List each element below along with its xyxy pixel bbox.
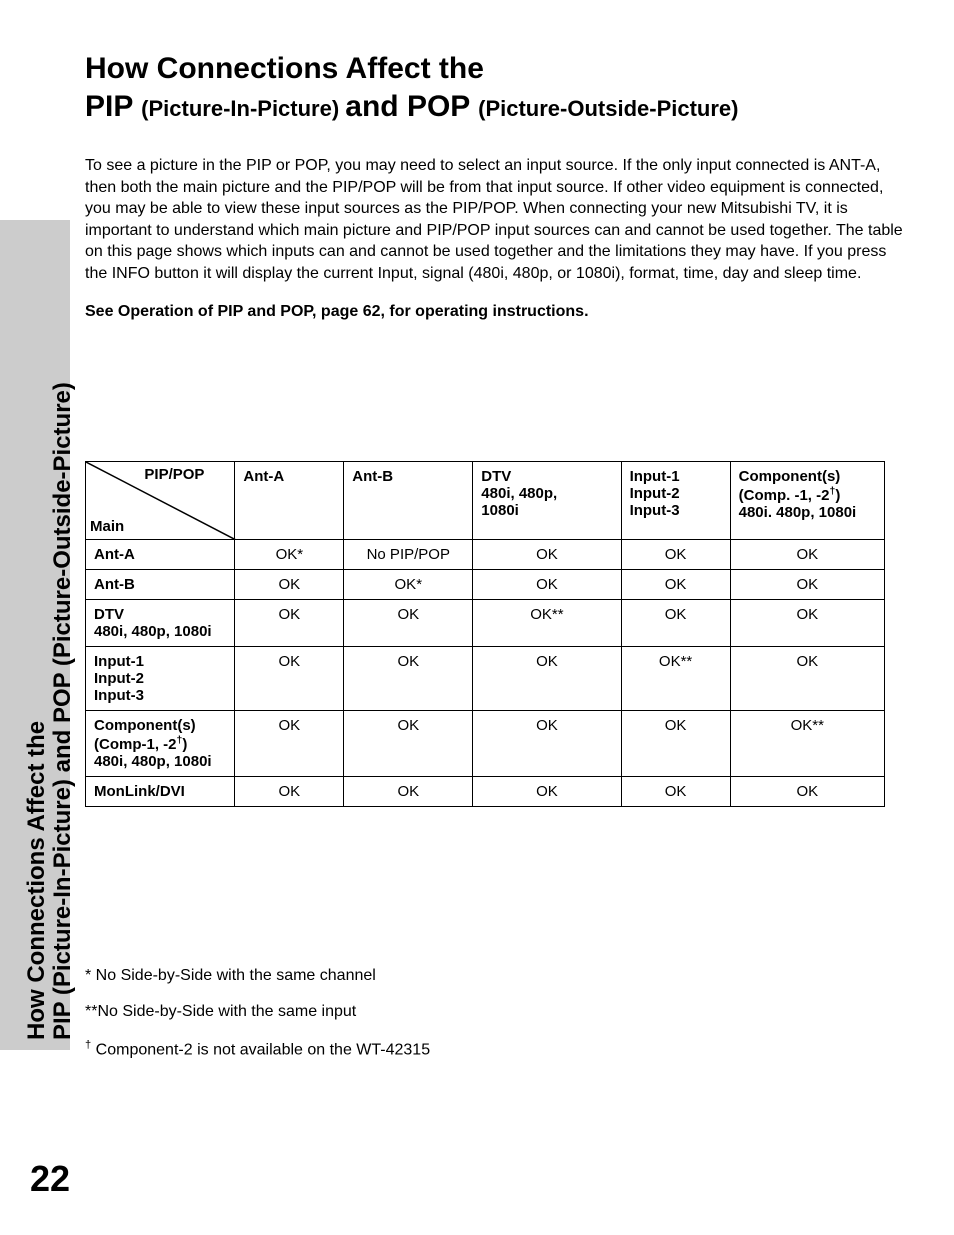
- table-body: Ant-AOK*No PIP/POPOKOKOKAnt-BOKOK*OKOKOK…: [86, 539, 885, 806]
- table-row: Component(s)(Comp-1, -2†)480i, 480p, 108…: [86, 710, 885, 776]
- table-cell: OK: [235, 646, 344, 710]
- table-cell: OK: [235, 569, 344, 599]
- table-cell: OK: [473, 646, 621, 710]
- table-cell: OK: [344, 646, 473, 710]
- table-cell: OK: [235, 776, 344, 806]
- footnote-2: **No Side-by-Side with the same input: [85, 1003, 905, 1021]
- corner-top-label: PIP/POP: [144, 466, 204, 483]
- intro-paragraph: To see a picture in the PIP or POP, you …: [85, 155, 905, 285]
- footnote-3: † Component-2 is not available on the WT…: [85, 1039, 905, 1059]
- table-cell: OK: [730, 646, 884, 710]
- col-header: Input-1Input-2Input-3: [621, 461, 730, 539]
- title-pop: and POP: [345, 90, 478, 123]
- side-tab-line2: PIP (Picture-In-Picture) and POP (Pictur…: [49, 382, 76, 1040]
- col-header: DTV480i, 480p,1080i: [473, 461, 621, 539]
- side-tab: How Connections Affect the PIP (Picture-…: [0, 220, 70, 1050]
- table-cell: OK: [730, 569, 884, 599]
- side-tab-text: How Connections Affect the PIP (Picture-…: [24, 220, 77, 1040]
- corner-bottom-label: Main: [90, 518, 124, 535]
- row-header: Input-1Input-2Input-3: [86, 646, 235, 710]
- page-content: How Connections Affect the PIP (Picture-…: [85, 50, 905, 1077]
- table-cell: OK*: [235, 539, 344, 569]
- table-cell: OK: [730, 776, 884, 806]
- col-header: Component(s)(Comp. -1, -2†)480i. 480p, 1…: [730, 461, 884, 539]
- table-row: DTV480i, 480p, 1080iOKOKOK**OKOK: [86, 599, 885, 646]
- table-cell: OK: [730, 539, 884, 569]
- table-cell: OK**: [621, 646, 730, 710]
- table-cell: OK: [344, 710, 473, 776]
- table-row: Ant-AOK*No PIP/POPOKOKOK: [86, 539, 885, 569]
- compatibility-table: PIP/POP Main Ant-A Ant-B DTV480i, 480p,1…: [85, 461, 885, 807]
- row-header: Ant-B: [86, 569, 235, 599]
- footnotes: * No Side-by-Side with the same channel …: [85, 967, 905, 1059]
- row-header: Ant-A: [86, 539, 235, 569]
- table-cell: OK: [344, 599, 473, 646]
- table-row: MonLink/DVIOKOKOKOKOK: [86, 776, 885, 806]
- table-cell: OK: [730, 599, 884, 646]
- table-header-row: PIP/POP Main Ant-A Ant-B DTV480i, 480p,1…: [86, 461, 885, 539]
- table-corner-cell: PIP/POP Main: [86, 461, 235, 539]
- row-header: DTV480i, 480p, 1080i: [86, 599, 235, 646]
- row-header: Component(s)(Comp-1, -2†)480i, 480p, 108…: [86, 710, 235, 776]
- table-cell: OK: [235, 599, 344, 646]
- table-cell: OK**: [730, 710, 884, 776]
- table-cell: OK: [621, 539, 730, 569]
- page-title: How Connections Affect the PIP (Picture-…: [85, 50, 905, 125]
- table-row: Ant-BOKOK*OKOKOK: [86, 569, 885, 599]
- table-cell: OK: [621, 599, 730, 646]
- table-cell: OK: [621, 776, 730, 806]
- table-cell: No PIP/POP: [344, 539, 473, 569]
- page-number: 22: [30, 1158, 70, 1200]
- title-pip-sub: (Picture-In-Picture): [141, 96, 345, 121]
- table-row: Input-1Input-2Input-3OKOKOKOK**OK: [86, 646, 885, 710]
- instruction-line: See Operation of PIP and POP, page 62, f…: [85, 303, 905, 321]
- table-cell: OK: [621, 569, 730, 599]
- col-header: Ant-B: [344, 461, 473, 539]
- title-line1: How Connections Affect the: [85, 52, 484, 85]
- table-cell: OK: [473, 710, 621, 776]
- table-cell: OK: [344, 776, 473, 806]
- table-cell: OK: [473, 569, 621, 599]
- table-cell: OK: [235, 710, 344, 776]
- row-header: MonLink/DVI: [86, 776, 235, 806]
- side-tab-line1: How Connections Affect the: [23, 721, 50, 1040]
- title-pip: PIP: [85, 90, 141, 123]
- table-cell: OK: [621, 710, 730, 776]
- table-cell: OK: [473, 539, 621, 569]
- table-cell: OK*: [344, 569, 473, 599]
- table-cell: OK: [473, 776, 621, 806]
- table-cell: OK**: [473, 599, 621, 646]
- footnote-1: * No Side-by-Side with the same channel: [85, 967, 905, 985]
- col-header: Ant-A: [235, 461, 344, 539]
- title-pop-sub: (Picture-Outside-Picture): [478, 96, 738, 121]
- compatibility-table-wrap: PIP/POP Main Ant-A Ant-B DTV480i, 480p,1…: [85, 461, 905, 807]
